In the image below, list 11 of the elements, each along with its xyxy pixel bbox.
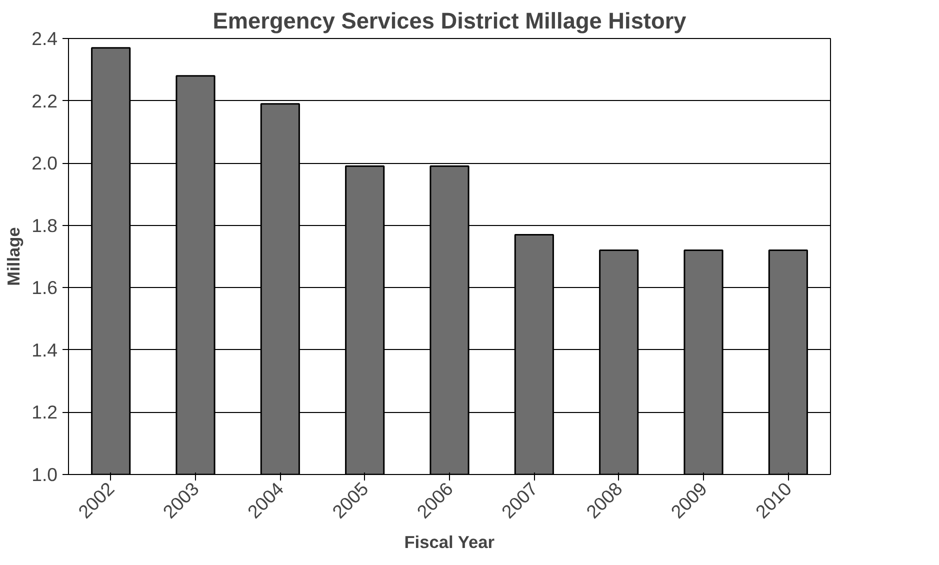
y-tick-label: 1.0 <box>32 464 58 485</box>
y-tick-label: 1.8 <box>32 214 58 236</box>
y-tick-label: 1.2 <box>32 402 58 423</box>
chart-title: Emergency Services District Millage History <box>212 8 687 34</box>
y-tick-label: 1.4 <box>32 339 58 360</box>
y-tick-label: 2.0 <box>32 152 58 174</box>
y-axis-title: Millage <box>4 226 24 286</box>
x-axis-title: Fiscal Year <box>404 532 495 552</box>
y-tick-label: 1.6 <box>32 277 58 298</box>
y-tick-label: 2.2 <box>32 90 58 112</box>
y-tick-label: 2.4 <box>32 28 58 49</box>
